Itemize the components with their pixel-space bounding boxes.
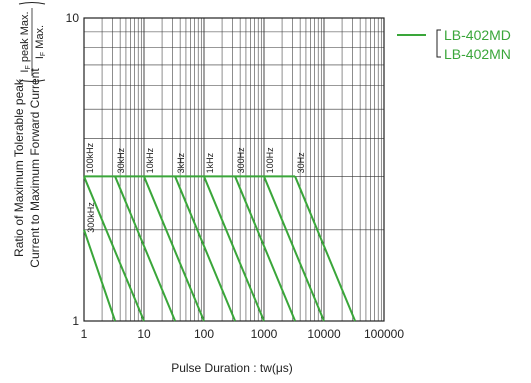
x-tick-labels: 1 10 100 1000 10000 100000 [81,327,405,341]
y-tick-labels: 1 10 [66,11,80,328]
legend-entry-1: LB-402MD [444,27,511,43]
series-line-100kHz [83,176,145,322]
x-tick-label: 1 [81,327,88,341]
series-label-300Hz: 300Hz [236,147,246,174]
series-label-1kHz: 1kHz [205,152,215,173]
grid [83,18,384,322]
series-label-100kHz: 100kHz [85,142,95,173]
series-line-1kHz [203,176,265,322]
series-label-10kHz: 10kHz [145,147,155,173]
series-line-300Hz [234,176,297,322]
x-tick-label: 10 [137,327,151,341]
plot-frame [83,17,385,322]
series-line-30kHz [114,176,177,322]
frequency-labels: 300kHz 100kHz 30kHz 10kHz 3kHz 1kHz 300Hz 100Hz… [85,142,306,232]
series-line-3kHz [174,176,237,322]
y-axis-fraction: IF peak Max. IF Max. [18,2,47,82]
x-tick-label: 100 [194,327,214,341]
series-label-100Hz: 100Hz [265,147,275,174]
legend: LB-402MD LB-402MN [397,27,511,62]
x-tick-label: 1000 [251,327,278,341]
fraction-denominator: IF Max. [34,25,47,59]
plot-border [83,17,385,322]
x-tick-label: 100000 [364,327,404,341]
series-line-300kHz [83,229,117,322]
legend-bracket [436,29,441,58]
series-label-300kHz: 300kHz [86,202,96,233]
y-tick-label: 10 [66,11,80,25]
y-tick-label: 1 [72,314,79,328]
series-group [83,176,357,322]
fraction-left-paren [18,79,46,82]
series-line-10kHz [143,176,205,322]
y-axis-title-line2: Current to Maximum Forward Current [28,68,42,268]
fraction-right-paren [18,2,46,5]
x-axis-title: Pulse Duration : tw(μs) [171,361,293,375]
x-tick-label: 10000 [307,327,341,341]
y-axis-title-line1: Ratio of Maximum Tolerable peak [12,78,26,257]
series-label-3kHz: 3kHz [176,152,186,173]
series-line-100Hz [263,176,325,322]
legend-entry-2: LB-402MN [444,46,511,62]
series-line-30Hz [294,176,357,322]
fraction-numerator: IF peak Max. [19,11,32,72]
series-label-30Hz: 30Hz [296,152,306,174]
series-label-30kHz: 30kHz [116,147,126,173]
